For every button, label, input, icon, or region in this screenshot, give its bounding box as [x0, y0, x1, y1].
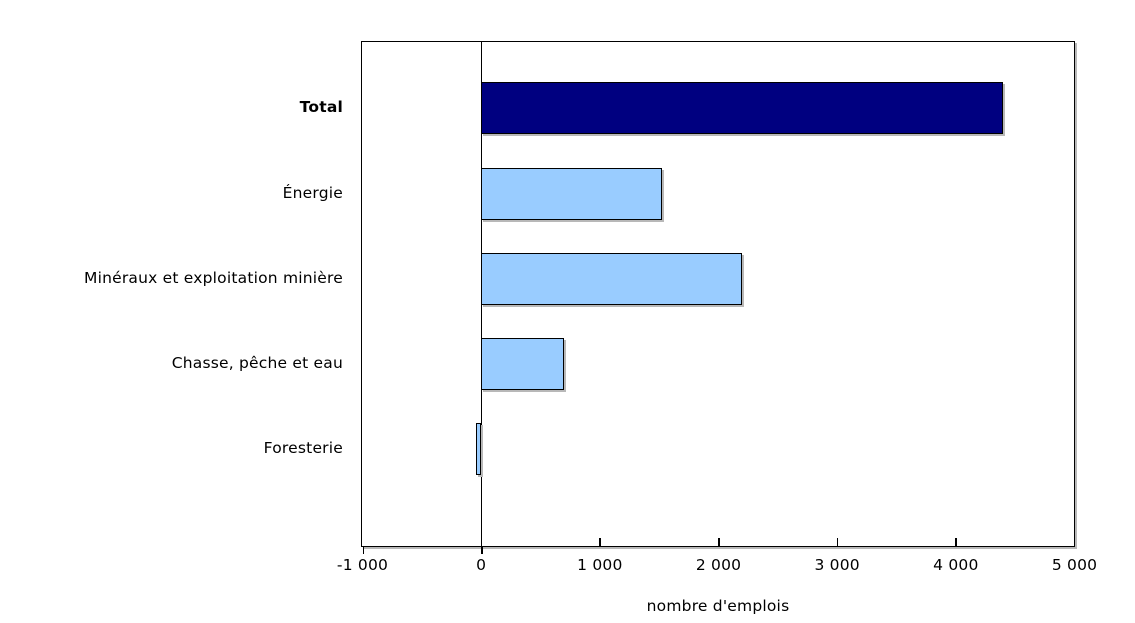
bar-foresterie — [475, 423, 481, 475]
x-tick-label: 0 — [476, 556, 487, 574]
x-tick-label: -1 000 — [336, 556, 389, 574]
x-tick-label: 2 000 — [695, 556, 742, 574]
x-tick-mark — [718, 538, 720, 546]
bar-chasse-peche-et-eau — [480, 338, 564, 390]
x-tick-mark — [836, 538, 839, 546]
bar-mineraux-et-exploitation-miniere — [480, 253, 742, 305]
x-tick-mark — [481, 546, 483, 554]
x-tick-label: 1 000 — [577, 556, 623, 574]
x-tick-label: 3 000 — [814, 556, 860, 574]
category-label-foresterie: Foresterie — [263, 439, 343, 457]
x-tick-label: 4 000 — [933, 556, 979, 574]
category-label-chasse-peche-et-eau: Chasse, pêche et eau — [171, 354, 343, 372]
category-label-total: Total — [299, 98, 343, 116]
category-label-energie: Énergie — [282, 184, 343, 202]
x-tick-mark — [362, 546, 364, 554]
x-axis-title: nombre d'emplois — [646, 597, 790, 615]
bar-energie — [480, 168, 663, 220]
x-tick-mark — [955, 538, 957, 546]
category-label-mineraux-et-exploitation-miniere: Minéraux et exploitation minière — [84, 269, 343, 287]
x-tick-mark — [599, 538, 601, 546]
x-tick-label: 5 000 — [1051, 556, 1098, 574]
bar-total — [480, 82, 1003, 134]
plot-area — [361, 41, 1075, 547]
